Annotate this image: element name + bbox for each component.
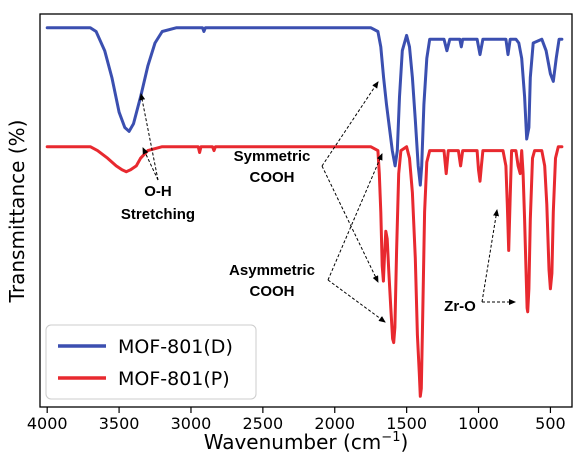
plot-frame <box>39 13 573 408</box>
x-tick-label-1500: 1500 <box>386 414 427 433</box>
series-line-mof-801-d <box>45 26 564 187</box>
annotation-sym-line2: COOH <box>250 169 295 186</box>
x-axis-label-text: Wavenumber (cm <box>204 430 382 454</box>
x-tick-label-3500: 3500 <box>99 414 140 433</box>
arrow-sym-d <box>321 81 379 167</box>
legend-label-p: MOF-801(P) <box>118 368 230 390</box>
annotation-asym-line1: Asymmetric <box>229 262 315 279</box>
x-axis-label-close: ) <box>400 430 408 454</box>
arrow-asym-p <box>327 279 386 323</box>
x-tick-label-500: 500 <box>535 414 566 433</box>
arrow-asym-d <box>327 153 383 281</box>
annotation-oh-stretching: O-H Stretching <box>121 183 195 223</box>
annotation-zro-line1: Zr-O <box>444 298 476 315</box>
annotation-oh-line1: O-H <box>144 183 172 200</box>
x-tick-label-3000: 3000 <box>171 414 212 433</box>
arrow-zro-1 <box>481 209 499 303</box>
x-axis-label: Wavenumber (cm−1) <box>204 430 409 454</box>
annotation-arrows <box>139 81 516 323</box>
series-layer <box>45 26 564 398</box>
annotation-zr-o: Zr-O <box>444 298 476 315</box>
x-tick-label-4000: 4000 <box>27 414 68 433</box>
annotation-symmetric-cooh: Symmetric COOH <box>234 148 311 186</box>
legend-box <box>45 324 257 400</box>
y-axis-label: Transmittance (%) <box>5 120 29 304</box>
x-tick-label-2500: 2500 <box>243 414 284 433</box>
arrow-oh-d <box>139 93 159 181</box>
annotation-asym-line2: COOH <box>250 283 295 300</box>
arrow-oh-p <box>142 147 159 181</box>
annotation-sym-line1: Symmetric <box>234 148 311 165</box>
x-tick-label-2000: 2000 <box>314 414 355 433</box>
annotation-asymmetric-cooh: Asymmetric COOH <box>229 262 315 300</box>
x-axis-label-superscript: −1 <box>381 430 400 445</box>
series-line-mof-801-p <box>45 145 564 398</box>
arrow-sym-p <box>321 165 379 283</box>
x-axis-ticks: 4000 3500 3000 2500 2000 1500 1000 500 <box>27 407 566 433</box>
legend-label-d: MOF-801(D) <box>118 336 233 358</box>
legend: MOF-801(D) MOF-801(P) <box>45 324 257 400</box>
annotation-oh-line2: Stretching <box>121 206 195 223</box>
x-tick-label-1000: 1000 <box>458 414 499 433</box>
